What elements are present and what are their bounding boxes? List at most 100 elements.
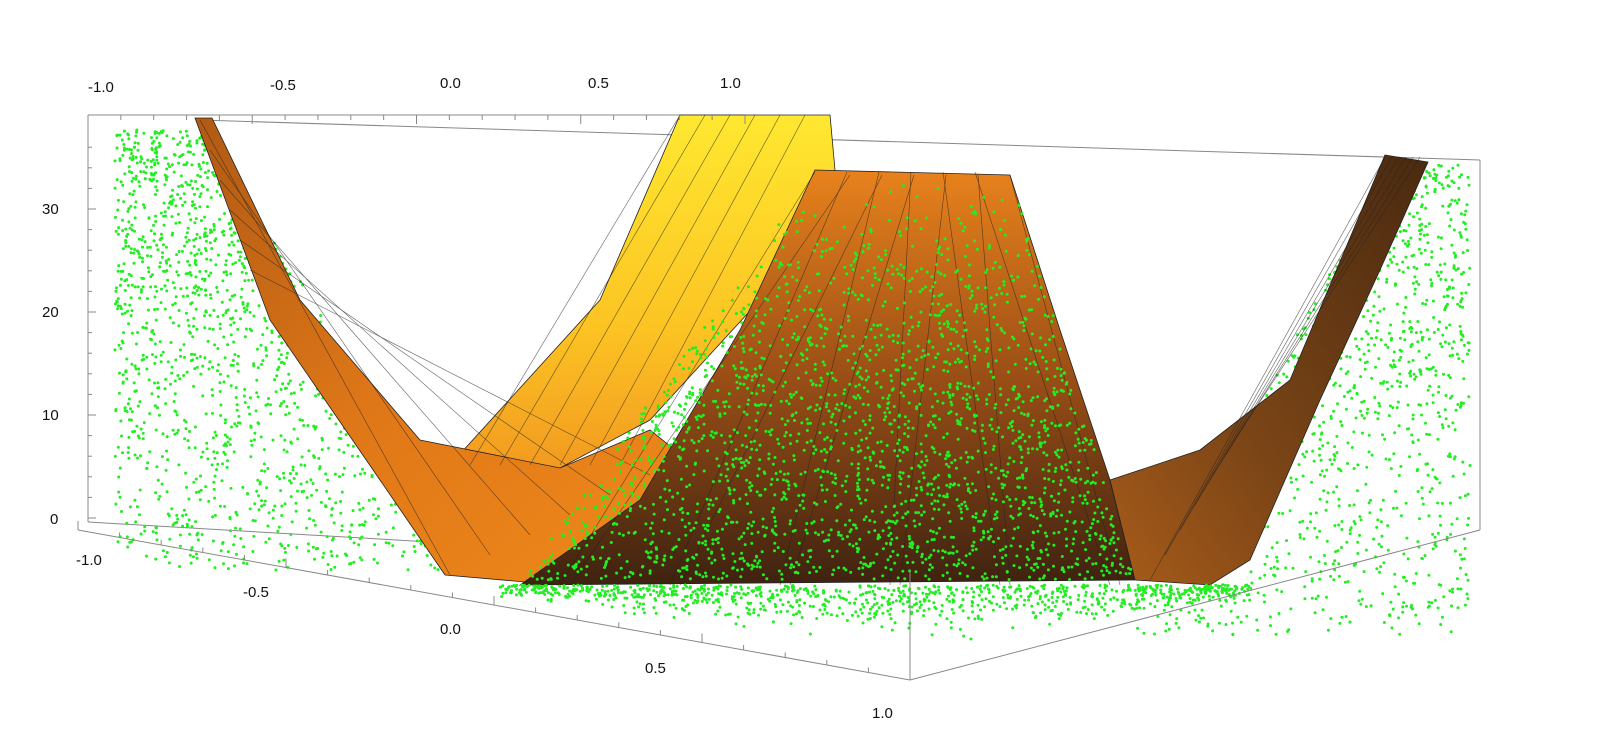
data-point — [888, 219, 891, 222]
data-point — [922, 597, 926, 601]
data-point — [225, 435, 229, 439]
data-point — [1091, 473, 1095, 477]
data-point — [1038, 349, 1042, 353]
data-point — [252, 362, 256, 366]
data-point — [176, 428, 180, 432]
data-point — [134, 367, 138, 371]
data-point — [990, 427, 994, 431]
data-point — [845, 344, 848, 348]
data-point — [295, 545, 299, 549]
data-point — [349, 561, 353, 565]
data-point — [300, 455, 304, 459]
data-point — [702, 523, 706, 527]
data-point — [1393, 572, 1397, 576]
data-point — [732, 345, 736, 348]
data-point — [1003, 589, 1007, 593]
data-point — [209, 271, 213, 275]
data-point — [1043, 603, 1047, 607]
data-point — [917, 320, 921, 324]
data-point — [1193, 608, 1197, 612]
data-point — [153, 404, 157, 408]
data-point — [1330, 462, 1334, 466]
data-point — [186, 318, 190, 322]
data-point — [820, 255, 823, 259]
data-point — [267, 537, 271, 541]
data-point — [1430, 250, 1434, 254]
data-point — [149, 254, 153, 258]
data-point — [292, 477, 296, 480]
data-point — [245, 308, 249, 312]
data-point — [734, 456, 738, 460]
data-point — [267, 397, 270, 400]
data-point — [1366, 407, 1370, 411]
data-point — [654, 611, 658, 615]
data-point — [146, 308, 150, 312]
data-point — [838, 589, 842, 593]
data-point — [351, 454, 354, 458]
data-point — [770, 529, 774, 533]
data-point — [1381, 592, 1385, 596]
data-point — [206, 205, 209, 209]
data-point — [1298, 520, 1302, 524]
data-point — [743, 464, 747, 468]
data-point — [818, 431, 822, 435]
data-point — [818, 384, 822, 387]
data-point — [927, 577, 931, 581]
data-point — [128, 505, 132, 509]
data-point — [263, 469, 267, 473]
data-point — [845, 272, 849, 276]
data-point — [131, 155, 135, 158]
data-point — [682, 587, 685, 590]
data-point — [1206, 585, 1210, 589]
data-point — [1305, 450, 1309, 454]
data-point — [845, 619, 849, 622]
data-point — [1114, 569, 1118, 573]
data-point — [696, 563, 700, 567]
data-point — [1018, 566, 1022, 570]
data-point — [771, 620, 775, 624]
data-point — [566, 516, 570, 520]
data-point — [532, 584, 536, 588]
data-point — [308, 517, 312, 521]
data-point — [1159, 588, 1163, 592]
data-point — [1050, 596, 1054, 599]
data-point — [1027, 598, 1031, 602]
data-point — [868, 617, 872, 620]
data-point — [627, 445, 631, 449]
data-point — [136, 285, 140, 289]
data-point — [133, 216, 137, 220]
data-point — [714, 612, 718, 616]
data-point — [864, 318, 868, 322]
data-point — [763, 403, 767, 407]
data-point — [643, 506, 647, 510]
data-point — [1116, 537, 1120, 541]
data-point — [1329, 617, 1333, 621]
data-point — [908, 279, 911, 283]
data-point — [747, 426, 751, 430]
data-point — [168, 537, 172, 541]
data-point — [259, 435, 263, 439]
data-point — [959, 417, 963, 420]
data-point — [164, 245, 168, 249]
data-point — [1015, 597, 1019, 601]
data-point — [1148, 602, 1152, 606]
data-point — [235, 552, 238, 556]
data-point — [1083, 494, 1087, 498]
data-point — [128, 170, 131, 174]
data-point — [895, 306, 899, 310]
data-point — [804, 528, 808, 532]
data-point — [226, 567, 230, 571]
data-point — [1136, 626, 1140, 630]
data-point — [113, 348, 117, 352]
data-point — [144, 171, 148, 175]
data-point — [1395, 406, 1399, 410]
data-point — [433, 566, 437, 570]
data-point — [1418, 452, 1422, 456]
data-point — [1333, 445, 1337, 449]
data-point — [1455, 201, 1459, 205]
data-point — [1025, 555, 1029, 559]
data-point — [1420, 195, 1424, 199]
data-point — [1244, 583, 1248, 587]
data-point — [1291, 566, 1295, 570]
data-point — [1111, 609, 1115, 613]
